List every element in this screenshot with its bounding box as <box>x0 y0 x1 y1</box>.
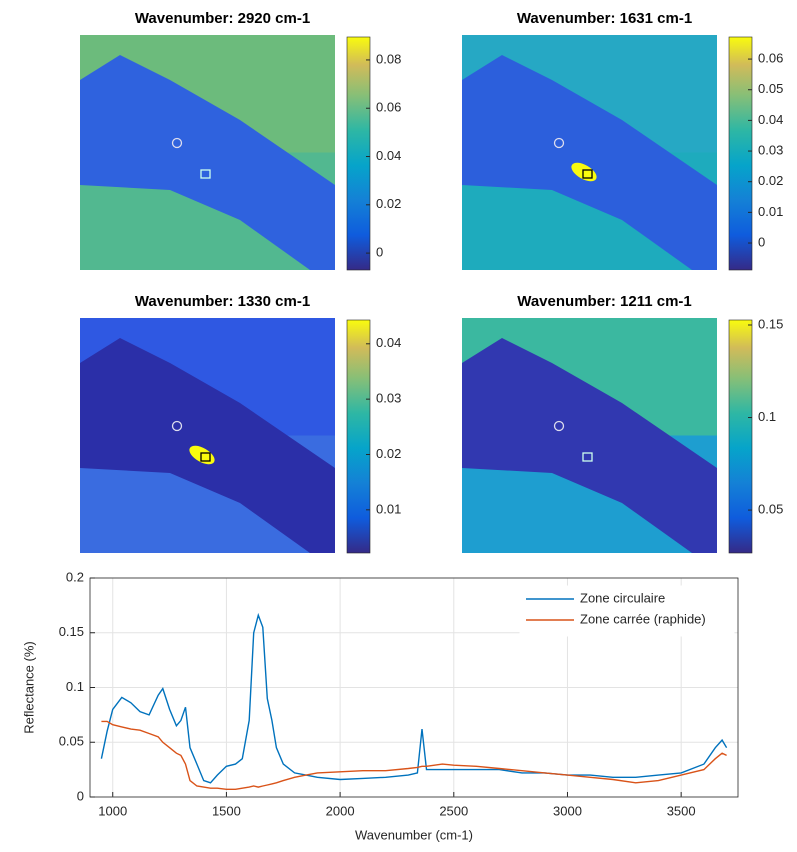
heatmap-band <box>80 55 335 270</box>
square-zone <box>200 169 211 179</box>
colorbar-tick-label: 0.06 <box>376 100 401 115</box>
heatmap <box>462 35 717 270</box>
colorbar-tick-label: 0.03 <box>376 391 401 406</box>
colorbar-tick-label: 0.04 <box>376 148 401 163</box>
y-tick-label: 0.2 <box>66 569 84 584</box>
colorbar-tick-label: 0.1 <box>758 409 776 424</box>
x-tick-label: 1000 <box>98 803 127 818</box>
y-tick-label: 0.05 <box>59 734 84 749</box>
square-zone <box>582 169 593 179</box>
x-tick-label: 2000 <box>326 803 355 818</box>
colorbar-tick-label: 0.08 <box>376 51 401 66</box>
square-zone <box>200 452 211 462</box>
heatmap <box>80 35 335 270</box>
circle-zone <box>553 137 565 149</box>
colorbar-tick-label: 0.02 <box>758 173 783 188</box>
colorbar-tick-label: 0.02 <box>376 446 401 461</box>
x-tick-label: 1500 <box>212 803 241 818</box>
heatmap-band <box>462 55 717 270</box>
square-zone <box>582 452 593 462</box>
heatmap-band <box>462 338 717 553</box>
heatmap <box>80 318 335 553</box>
legend-box <box>519 585 735 637</box>
y-tick-label: 0.15 <box>59 624 84 639</box>
colorbar-tick-label: 0 <box>376 245 383 260</box>
colorbar-tick-label: 0.05 <box>758 81 783 96</box>
legend-label: Zone circulaire <box>580 590 665 605</box>
colorbar <box>346 36 371 271</box>
panel-title: Wavenumber: 2920 cm-1 <box>135 10 310 27</box>
heatmap <box>462 318 717 553</box>
axes-box <box>89 577 739 798</box>
circle-zone <box>553 420 565 432</box>
panel-title: Wavenumber: 1631 cm-1 <box>517 10 692 27</box>
colorbar <box>346 319 371 554</box>
colorbar-tick-label: 0.02 <box>376 196 401 211</box>
x-tick-label: 3500 <box>667 803 696 818</box>
circle-zone <box>171 137 183 149</box>
panel-title: Wavenumber: 1211 cm-1 <box>517 293 692 310</box>
colorbar <box>728 319 753 554</box>
x-tick-label: 2500 <box>439 803 468 818</box>
colorbar-tick-label: 0.03 <box>758 142 783 157</box>
hot-spot <box>571 162 597 182</box>
legend-label: Zone carrée (raphide) <box>580 611 706 626</box>
colorbar-tick-label: 0.15 <box>758 316 783 331</box>
y-tick-label: 0.1 <box>66 679 84 694</box>
x-axis-label: Wavenumber (cm-1) <box>355 827 473 842</box>
hot-spot <box>189 445 215 465</box>
y-axis-label: Reflectance (%) <box>21 641 36 733</box>
colorbar-tick-label: 0.01 <box>758 204 783 219</box>
colorbar-tick-label: 0.04 <box>758 112 783 127</box>
colorbar-tick-label: 0.05 <box>758 502 783 517</box>
x-tick-label: 3000 <box>553 803 582 818</box>
colorbar <box>728 36 753 271</box>
panel-title: Wavenumber: 1330 cm-1 <box>135 293 310 310</box>
y-tick-label: 0 <box>77 788 84 803</box>
series-line <box>101 720 727 790</box>
colorbar-tick-label: 0.04 <box>376 335 401 350</box>
circle-zone <box>171 420 183 432</box>
colorbar-tick-label: 0.06 <box>758 51 783 66</box>
colorbar-tick-label: 0.01 <box>376 501 401 516</box>
colorbar-tick-label: 0 <box>758 234 765 249</box>
heatmap-band <box>80 338 335 553</box>
